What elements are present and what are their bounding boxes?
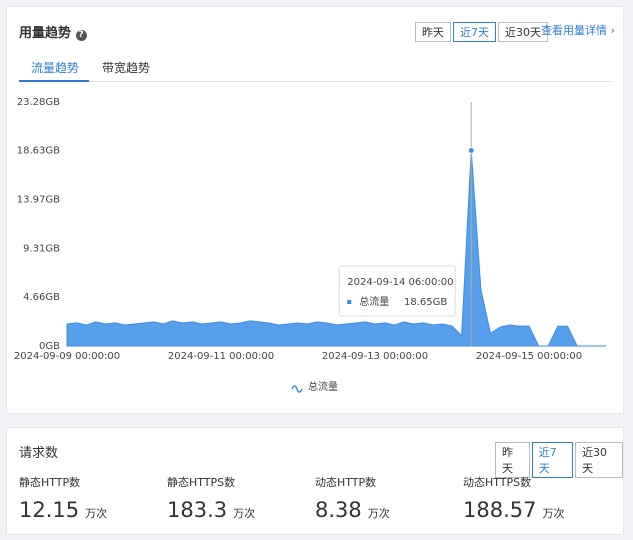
y-tick-label: 23.28GB	[17, 97, 60, 108]
x-tick-label: 2024-09-13 00:00:00	[322, 351, 428, 362]
tooltip-time: 2024-09-14 06:00:00	[347, 277, 453, 288]
stat-unit: 万次	[367, 507, 390, 520]
stat: 静态HTTP数 12.15 万次	[19, 474, 107, 522]
tooltip-value: 18.65GB	[404, 297, 447, 308]
y-tick-label: 4.66GB	[23, 292, 60, 303]
tab-divider	[19, 81, 611, 82]
stat-number: 183.3	[167, 498, 228, 522]
tooltip-swatch	[347, 300, 352, 304]
range-button[interactable]: 近7天	[453, 22, 496, 42]
stat-value: 8.38 万次	[315, 498, 390, 522]
tab[interactable]: 带宽趋势	[102, 61, 151, 75]
x-tick-label: 2024-09-15 00:00:00	[476, 351, 582, 362]
stat: 动态HTTP数 8.38 万次	[315, 474, 390, 522]
y-tick-label: 18.63GB	[17, 146, 60, 157]
stat-label: 静态HTTP数	[19, 476, 81, 489]
stat-value: 183.3 万次	[167, 498, 255, 522]
stat-number: 8.38	[315, 498, 362, 522]
stat: 静态HTTPS数 183.3 万次	[167, 474, 255, 522]
link-text[interactable]: 查看用量详情	[541, 24, 607, 37]
y-tick-label: 9.31GB	[23, 243, 60, 254]
y-tick-label: 13.97GB	[17, 195, 60, 206]
help-icon[interactable]: ?	[75, 30, 87, 41]
stat-number: 12.15	[19, 498, 80, 522]
range-button[interactable]: 昨天	[415, 22, 451, 42]
x-tick-label: 2024-09-11 00:00:00	[168, 351, 274, 362]
stat-number: 188.57	[463, 498, 537, 522]
requests-card: 请求数 昨天 近7天 近30天 静态HTTP数 12.15 万次 静态HTTPS数 183.…	[6, 427, 624, 535]
tab-underline	[19, 80, 89, 82]
stat-unit: 万次	[233, 507, 256, 520]
stat-value: 12.15 万次	[19, 498, 107, 522]
stat-unit: 万次	[85, 507, 108, 520]
legend-icon	[291, 385, 303, 393]
range-button[interactable]: 近7天	[531, 442, 574, 478]
stat-unit: 万次	[542, 507, 565, 520]
range-button[interactable]: 近30天	[575, 442, 623, 478]
usage-title: 用量趋势 ?	[19, 22, 87, 41]
chart: 0GB 4.66GB 9.31GB 13.97GB 18.63GB 23.28GB 2024…	[14, 97, 606, 393]
range-buttons: 昨天 近7天 近30天	[413, 22, 548, 42]
stat-value: 188.57 万次	[463, 498, 564, 522]
tooltip-name: 总流量	[359, 295, 389, 308]
x-tick-label: 2024-09-09 00:00:00	[14, 351, 120, 362]
stat-label: 动态HTTP数	[315, 476, 377, 489]
area	[66, 150, 606, 347]
stat-label: 静态HTTPS数	[167, 476, 236, 489]
y-tick-label: 0GB	[39, 341, 60, 352]
legend-label: 总流量	[308, 380, 338, 393]
range-button[interactable]: 昨天	[495, 442, 530, 478]
tab[interactable]: 流量趋势	[31, 61, 80, 75]
range-button[interactable]: 近30天	[498, 22, 548, 42]
tooltip-box	[338, 265, 456, 317]
stat: 动态HTTPS数 188.57 万次	[463, 474, 564, 522]
range-buttons: 昨天 近7天 近30天	[493, 442, 623, 478]
requests-title: 请求数	[19, 446, 59, 461]
title-text: 用量趋势	[19, 26, 72, 41]
detail-link[interactable]: 查看用量详情 ›	[541, 24, 615, 37]
stat-label: 动态HTTPS数	[463, 476, 532, 489]
hover-point	[467, 147, 475, 155]
